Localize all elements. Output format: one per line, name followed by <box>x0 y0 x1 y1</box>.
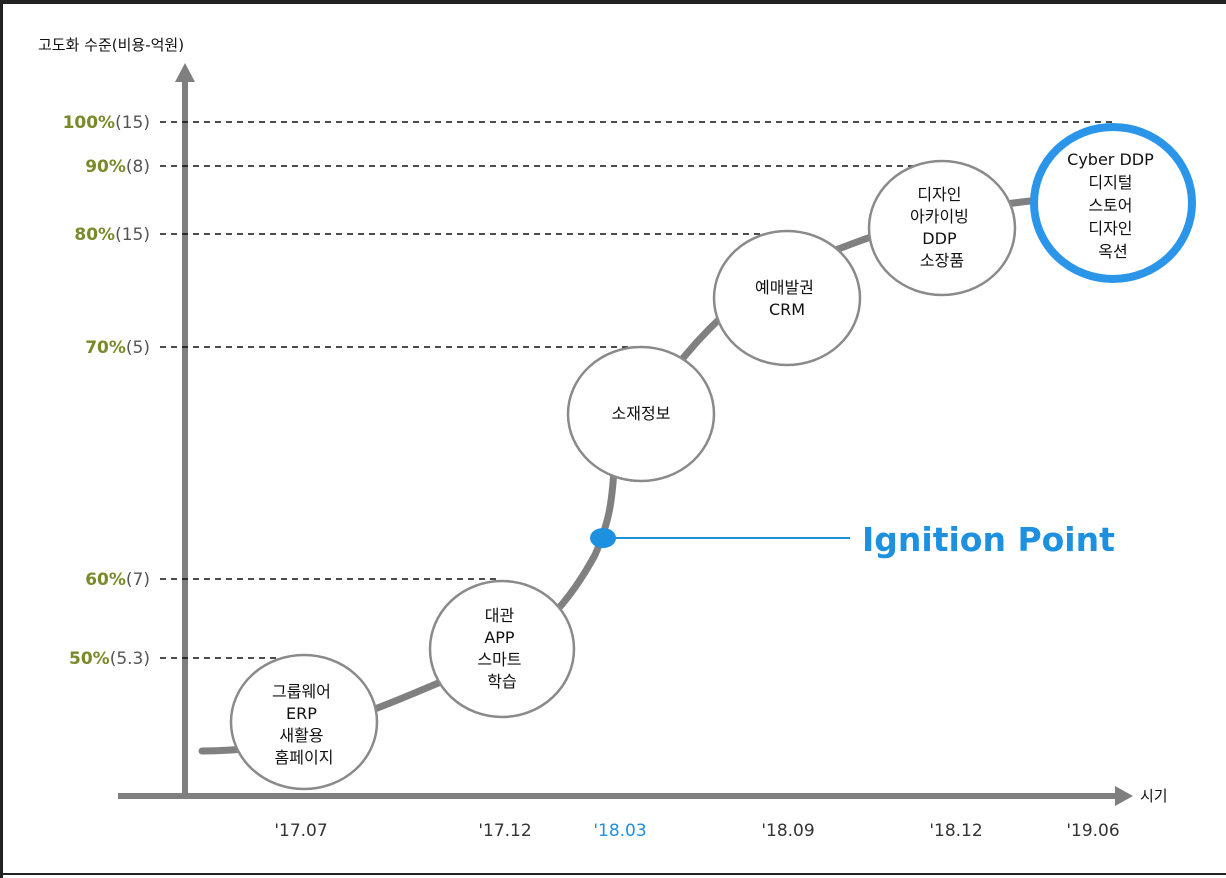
stage-line: 디자인 <box>1088 219 1132 238</box>
level-label-70: 70%(5) <box>85 338 150 358</box>
stage-bubble: 소재정보 <box>566 345 716 483</box>
stage-line: 스마트 <box>477 650 521 669</box>
x-tick-label: '18.12 <box>929 821 982 841</box>
stage-bubble-shape <box>867 159 1017 297</box>
stage-bubble-shape <box>229 653 379 791</box>
x-tick-label: '18.09 <box>761 821 814 841</box>
stage-bubble-text: 대관 APP 스마트 학습 <box>477 606 526 691</box>
stage-line: 스토어 <box>1088 196 1132 215</box>
level-pct: 100% <box>63 113 116 133</box>
stage-line: 홈페이지 <box>275 748 334 767</box>
level-label-80: 80%(15) <box>74 225 150 245</box>
level-cost: (15) <box>115 113 150 133</box>
level-pct: 80% <box>74 225 115 245</box>
x-axis-title: 시기 <box>1140 787 1168 805</box>
stage-bubble-shape <box>712 229 862 367</box>
ignition-point-label: Ignition Point <box>862 520 1115 559</box>
stage-bubble-shape <box>1030 123 1196 283</box>
stage-bubble: 디자인 아카이빙 DDP 소장품 <box>867 159 1017 297</box>
stage-bubble: 그룹웨어 ERP 새활용 홈페이지 <box>229 653 379 791</box>
x-tick-labels: '17.07 '17.12 '18.03 '18.09 '18.12 '19.0… <box>274 821 1119 841</box>
stage-line: 학습 <box>487 672 516 691</box>
frame-bottom-border <box>0 873 1226 875</box>
x-axis-arrowhead <box>1115 786 1133 806</box>
level-cost: (7) <box>126 570 150 590</box>
stage-bubble-shape <box>566 345 716 483</box>
level-pct: 90% <box>85 157 126 177</box>
stage-bubble-text: 예매발권 CRM <box>755 278 819 319</box>
stage-line: APP <box>484 628 515 647</box>
level-label-90: 90%(8) <box>85 157 150 177</box>
stage-line: 디자인 <box>917 185 961 204</box>
frame-left-border <box>0 0 3 878</box>
stage-line: 아카이빙 <box>910 207 969 226</box>
stage-bubble-text: 그룹웨어 ERP 새활용 홈페이지 <box>272 682 336 767</box>
stage-line: 예매발권 <box>755 278 814 297</box>
stage-bubble-text: 디자인 아카이빙 DDP 소장품 <box>910 185 974 270</box>
stage-line: ERP <box>286 704 317 723</box>
level-pct: 70% <box>85 338 126 358</box>
level-cost: (5) <box>126 338 150 358</box>
stage-line: 소재정보 <box>612 404 671 423</box>
level-cost: (15) <box>115 225 150 245</box>
stage-bubble-highlight: Cyber DDP 디지털 스토어 디자인 옥션 <box>1030 123 1196 283</box>
stage-bubble-text: Cyber DDP 디지털 스토어 디자인 옥션 <box>1067 150 1159 261</box>
stage-line: Cyber DDP <box>1067 150 1154 169</box>
stage-line: 대관 <box>485 606 515 625</box>
level-pct: 60% <box>85 570 126 590</box>
stage-line: 그룹웨어 <box>272 682 331 701</box>
x-tick-label: '19.06 <box>1066 821 1119 841</box>
level-label-60: 60%(7) <box>85 570 150 590</box>
x-tick-label: '17.07 <box>274 821 327 841</box>
level-label-50: 50%(5.3) <box>69 649 150 669</box>
stage-bubble-shape <box>428 579 576 719</box>
stage-line: DDP <box>922 229 957 248</box>
stage-line: 디지털 <box>1088 173 1132 192</box>
level-labels: 100%(15) 90%(8) 80%(15) 70%(5) 60%(7) 50… <box>63 113 150 669</box>
stage-line: CRM <box>769 300 805 319</box>
y-axis-title: 고도화 수준(비용-억원) <box>38 36 184 54</box>
x-tick-label: '17.12 <box>478 821 531 841</box>
frame-top-border <box>0 0 1226 4</box>
stage-bubble: 대관 APP 스마트 학습 <box>428 579 576 719</box>
ignition-point-marker <box>590 528 616 548</box>
stage-bubble: 예매발권 CRM <box>712 229 862 367</box>
level-cost: (8) <box>126 157 150 177</box>
level-label-100: 100%(15) <box>63 113 150 133</box>
y-axis-arrowhead <box>175 63 195 82</box>
stage-line: 소장품 <box>920 251 964 270</box>
x-tick-label-highlight: '18.03 <box>593 821 646 841</box>
stage-line: 옥션 <box>1098 242 1127 261</box>
level-pct: 50% <box>69 649 110 669</box>
stage-line: 새활용 <box>279 726 323 745</box>
stage-bubble-text: 소재정보 <box>612 404 671 423</box>
level-cost: (5.3) <box>110 649 150 669</box>
level-guides <box>160 121 1112 659</box>
